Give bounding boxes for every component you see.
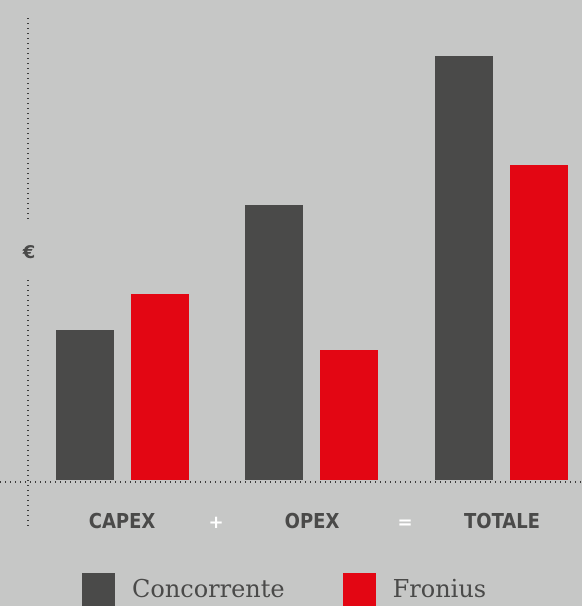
- legend-swatch-fronius: [342, 573, 376, 606]
- legend-swatch-concorrente: [82, 573, 115, 606]
- legend-item-fronius: Fronius: [342, 573, 487, 606]
- bars-group: [56, 56, 568, 480]
- bar-concorrente-capex: [56, 330, 114, 480]
- legend: Concorrente Fronius: [82, 573, 544, 606]
- category-label-opex: OPEX: [285, 509, 340, 533]
- bar-concorrente-totale: [435, 56, 493, 480]
- bar-concorrente-opex: [245, 205, 303, 480]
- chart: € CAPEX + OPEX = TOTALE: [0, 18, 582, 533]
- category-label-capex: CAPEX: [89, 509, 156, 533]
- legend-label-fronius: Fronius: [392, 575, 487, 603]
- bar-fronius-opex: [320, 350, 378, 480]
- y-axis-unit-label: €: [22, 242, 36, 263]
- legend-item-concorrente: Concorrente: [82, 573, 285, 606]
- operator-equals: =: [397, 512, 412, 533]
- category-label-totale: TOTALE: [464, 509, 540, 533]
- operator-plus: +: [208, 512, 223, 533]
- bar-fronius-capex: [131, 294, 189, 480]
- legend-label-concorrente: Concorrente: [132, 575, 285, 603]
- bar-fronius-totale: [510, 165, 568, 480]
